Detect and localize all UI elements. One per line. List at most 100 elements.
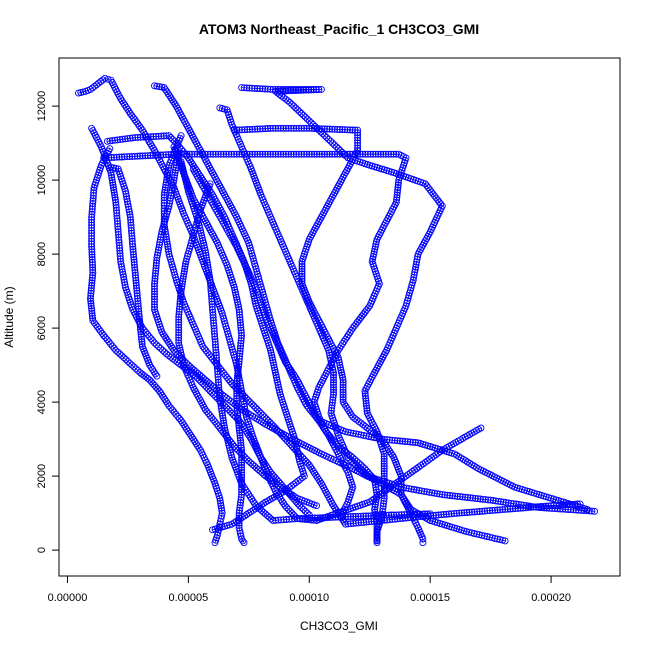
data-point [116, 252, 124, 260]
data-point [176, 346, 184, 354]
data-point [362, 432, 370, 440]
data-point [128, 235, 136, 243]
data-point [272, 516, 280, 524]
data-point [196, 208, 204, 216]
data-point [499, 498, 507, 506]
data-point [390, 150, 398, 158]
data-point [186, 242, 194, 250]
data-point [228, 346, 236, 354]
data-point [475, 531, 483, 539]
data-point [354, 134, 362, 142]
data-point [559, 505, 567, 513]
data-point [236, 347, 244, 355]
data-point [151, 293, 158, 301]
data-point [315, 86, 323, 94]
data-point [167, 134, 175, 141]
data-point [124, 203, 132, 211]
data-point [438, 491, 446, 499]
data-point [199, 237, 207, 244]
data-point [325, 135, 333, 143]
data-point [208, 414, 216, 422]
data-point [269, 124, 277, 132]
data-point [212, 349, 220, 357]
data-point [161, 184, 169, 191]
data-point [373, 537, 381, 545]
data-point [339, 393, 347, 401]
data-point [461, 493, 469, 501]
data-point [413, 486, 421, 494]
data-point [298, 260, 306, 268]
data-point [336, 361, 344, 369]
data-point [131, 152, 139, 160]
data-point [204, 264, 212, 272]
data-point [253, 406, 261, 413]
data-point [261, 150, 269, 158]
data-point [239, 452, 247, 460]
data-point [216, 497, 224, 505]
data-point [233, 293, 240, 301]
data-point [235, 303, 243, 311]
data-point [132, 365, 140, 373]
data-point [379, 505, 387, 513]
x-tick-label: 0.00000 [48, 592, 88, 604]
flight-profile-series [88, 124, 485, 524]
data-point [243, 455, 251, 463]
data-point [235, 519, 243, 527]
data-point [211, 539, 219, 547]
y-axis-label: Altitude (m) [2, 286, 16, 347]
data-point [203, 254, 210, 262]
data-point [393, 191, 401, 199]
data-point [300, 455, 308, 463]
data-point [254, 150, 261, 158]
data-point [114, 223, 122, 230]
data-point [270, 361, 278, 369]
data-point [144, 330, 152, 338]
data-point [295, 124, 303, 132]
data-point [144, 152, 152, 160]
data-point [234, 446, 242, 454]
data-point [151, 277, 159, 285]
data-point [454, 492, 461, 500]
data-point [333, 125, 341, 133]
data-point [448, 510, 455, 518]
data-point [323, 150, 331, 158]
data-point [134, 133, 142, 141]
data-point [118, 352, 126, 360]
data-point [297, 452, 305, 460]
data-point [166, 197, 174, 205]
data-point [321, 150, 328, 158]
data-point [175, 316, 183, 324]
data-point [331, 125, 339, 133]
data-point [514, 504, 522, 512]
data-point [380, 455, 388, 463]
data-point [116, 255, 124, 263]
data-point [380, 457, 388, 465]
data-point [127, 221, 135, 229]
data-point [494, 497, 502, 505]
data-point [165, 161, 173, 169]
flight-profile-series [238, 84, 446, 545]
data-point [303, 150, 311, 158]
data-point [274, 150, 282, 158]
data-point [233, 382, 241, 390]
data-point [407, 485, 415, 493]
data-point [162, 212, 170, 220]
data-point [240, 539, 248, 547]
data-point [488, 506, 496, 514]
data-point [129, 248, 137, 256]
data-point [493, 535, 501, 543]
data-point [339, 388, 347, 396]
data-point [450, 510, 458, 518]
data-point [506, 505, 514, 513]
data-point [134, 297, 142, 305]
data-point [419, 539, 427, 547]
data-point [167, 189, 175, 197]
data-point [411, 510, 419, 518]
data-point [235, 521, 243, 529]
data-point [300, 472, 308, 480]
data-point [255, 407, 263, 415]
data-point [272, 371, 280, 379]
data-point [377, 511, 385, 519]
y-tick-label: 2000 [36, 464, 48, 488]
data-point [327, 359, 335, 367]
